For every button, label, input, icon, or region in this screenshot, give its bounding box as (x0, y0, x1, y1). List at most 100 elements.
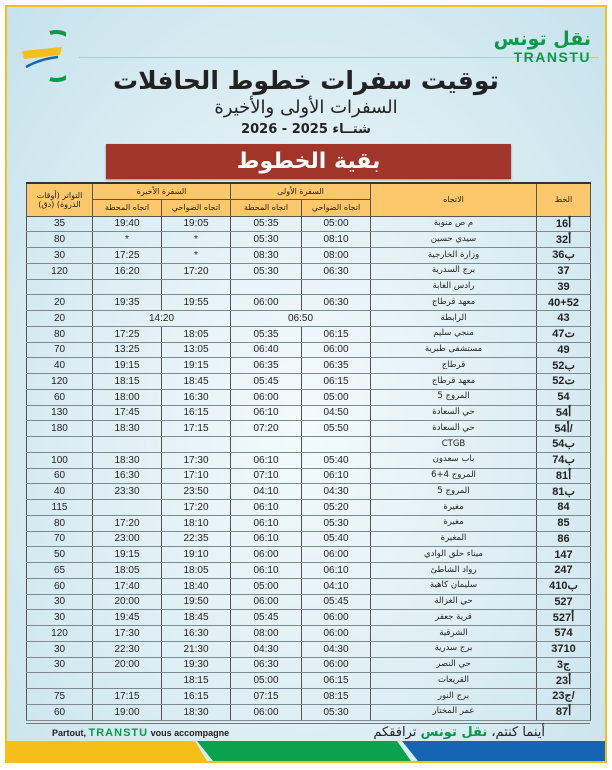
last-to-suburb: 22:35 (161, 531, 231, 548)
frequency-minutes: 65 (26, 562, 93, 579)
last-to-station: 19:15 (92, 546, 162, 563)
table-row: 3ج حي النصر 06:00 06:30 19:30 20:00 30 (26, 657, 591, 674)
first-to-station: 05:35 (230, 326, 302, 343)
destination: CTGB (370, 436, 537, 453)
table-row: 3710 برج سدرية 04:30 04:30 21:30 22:30 30 (26, 641, 591, 658)
first-to-suburb: 06:10 (301, 562, 371, 579)
last-to-suburb: 16:15 (161, 405, 231, 422)
line-number: 52ب (536, 357, 591, 374)
first-to-station: 06:10 (230, 499, 302, 516)
frequency-minutes: 80 (26, 515, 93, 532)
destination: معهد قرطاج (370, 294, 537, 311)
poster-frame: نقل تونس TRANSTU توقيت سفرات خطوط الحافل… (5, 5, 607, 763)
table-row: 84 مغيرة 05:20 06:10 17:20 115 (26, 499, 591, 516)
first-to-suburb: 06:30 (301, 294, 371, 311)
slogan-fr-end: vous accompagne (148, 728, 230, 738)
table-row: 49 مستشفى طبرية 06:00 06:40 13:05 13:25 70 (26, 342, 591, 359)
destination: مغيرة (370, 515, 537, 532)
destination: المغيرة (370, 531, 537, 548)
first-to-station: 06:10 (230, 405, 302, 422)
table-row: 54 المروج 5 05:00 06:00 16:30 18:00 60 (26, 389, 591, 406)
first-to-station: 05:00 (230, 672, 302, 689)
last-to-suburb: 18:45 (161, 609, 231, 626)
first-to-suburb: 05:00 (301, 389, 371, 406)
header-first-to-station: اتجاه المحطة (230, 199, 302, 217)
destination: رواد الشاطئ (370, 562, 537, 579)
destination: المروج 4+6 (370, 468, 537, 485)
last-to-suburb: * (161, 231, 231, 248)
first-to-station: 06:00 (230, 594, 302, 611)
table-row: 147 ميناء حلق الوادي 06:00 06:00 19:10 19:15 5… (26, 546, 591, 563)
table-row: 54ب CTGB (26, 436, 591, 453)
last-to-station: 19:00 (92, 704, 162, 721)
frequency-minutes: 120 (26, 263, 93, 280)
destination: المروج 5 (370, 389, 537, 406)
section-banner: بقية الخطوط (106, 144, 511, 179)
table-row: 36ب وزارة الخارجية 08:00 08:30 * 17:25 30 (26, 247, 591, 264)
first-to-station: 04:30 (230, 641, 302, 658)
frequency-minutes: 30 (26, 594, 93, 611)
line-number: 32أ (536, 231, 591, 248)
line-number: 3710 (536, 641, 591, 658)
last-to-station: * (92, 231, 162, 248)
slogan-fr-brand: TRANSTU (88, 727, 149, 739)
last-to-suburb: 17:20 (161, 499, 231, 516)
frequency-minutes: 40 (26, 483, 93, 500)
line-number: 410ب (536, 578, 591, 595)
line-number: 87أ (536, 704, 591, 721)
header-destination: الاتجاه (370, 182, 537, 217)
last-to-suburb: 21:30 (161, 641, 231, 658)
last-to-suburb: 16:15 (161, 688, 231, 705)
last-to-suburb: 19:05 (161, 216, 231, 233)
line-number: 36ب (536, 247, 591, 264)
last-to-station: 18:00 (92, 389, 162, 406)
last-to-station: 18:15 (92, 373, 162, 390)
first-to-station: 06:10 (230, 515, 302, 532)
last-to-station: 19:15 (92, 357, 162, 374)
first-to-station: 04:10 (230, 483, 302, 500)
frequency-minutes: 40 (26, 357, 93, 374)
last-to-suburb (161, 279, 231, 296)
frequency-minutes (26, 672, 93, 689)
first-to-suburb: 05:40 (301, 531, 371, 548)
first-to-station: 06:00 (230, 546, 302, 563)
first-to-station: 05:45 (230, 373, 302, 390)
schedule-table: الخط الاتجاه السفرة الأولى السفرة الأخير… (26, 182, 591, 721)
table-row: 16أ م ص منوبة 05:00 05:35 19:05 19:40 35 (26, 216, 591, 233)
destination: عمر المختار (370, 704, 537, 721)
frequency-minutes (26, 436, 93, 453)
last-to-station (92, 279, 162, 296)
first-to-suburb: 05:20 (301, 499, 371, 516)
slogan-ar-end: ترافقكم (373, 725, 421, 740)
line-number: 54أ/ (536, 420, 591, 437)
last-to-suburb: 19:50 (161, 594, 231, 611)
footer-slogan-french: Partout, TRANSTU vous accompagne (52, 727, 229, 740)
first-to-station: 08:30 (230, 247, 302, 264)
line-number: 86 (536, 531, 591, 548)
header-first-to-suburb: اتجاه الضواحي (301, 199, 371, 217)
first-to-station (230, 436, 302, 453)
destination: سليمان كاهية (370, 578, 537, 595)
first-to-suburb: 06:15 (301, 373, 371, 390)
page-title: توقيت سفرات خطوط الحافلات (113, 66, 499, 95)
line-number: 54أ (536, 405, 591, 422)
table-row: 43 الرابطة 06:50 14:20 20 (26, 310, 591, 327)
frequency-minutes: 30 (26, 609, 93, 626)
line-number: 49 (536, 342, 591, 359)
slogan-ar-start: أينما كنتم، (487, 725, 545, 740)
last-to-station: 20:00 (92, 657, 162, 674)
last-to-suburb: 23:50 (161, 483, 231, 500)
last-to-station (92, 499, 162, 516)
last-to-suburb: 18:05 (161, 326, 231, 343)
header-rule (79, 57, 599, 58)
table-row: 81ب المروج 5 04:30 04:10 23:50 23:30 40 (26, 483, 591, 500)
line-number: 39 (536, 279, 591, 296)
table-row: 527 حي الغزالة 05:45 06:00 19:50 20:00 30 (26, 594, 591, 611)
last-trip-time: 14:20 (92, 310, 231, 327)
line-number: 40+52 (536, 294, 591, 311)
line-number: 23ج/ (536, 688, 591, 705)
first-to-suburb: 08:00 (301, 247, 371, 264)
first-to-station: 05:30 (230, 231, 302, 248)
table-row: 39 رادس الغابة (26, 279, 591, 296)
table-row: 410ب سليمان كاهية 04:10 05:00 18:40 17:40 60 (26, 578, 591, 595)
